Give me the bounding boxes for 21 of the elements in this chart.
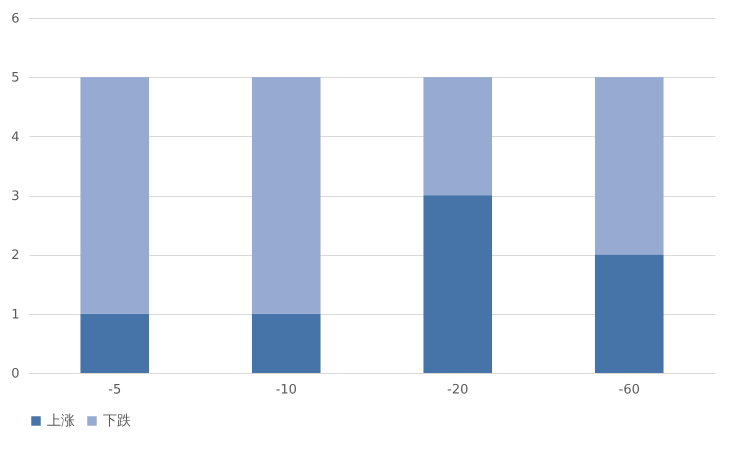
bar: [252, 77, 321, 314]
legend-label: 上涨: [47, 413, 75, 429]
legend-label: 下跌: [103, 413, 131, 429]
bar: [423, 196, 492, 373]
x-tick-label: -20: [447, 382, 468, 398]
x-tick-label: -5: [108, 382, 122, 398]
y-tick-label: 5: [11, 70, 20, 86]
y-tick-label: 1: [11, 307, 20, 322]
y-tick-label: 4: [11, 130, 20, 145]
bar: [80, 77, 150, 314]
bar: [594, 254, 664, 373]
y-tick-label: 6: [11, 12, 20, 26]
y-tick-label: 0: [11, 366, 20, 382]
x-tick-label: -10: [276, 382, 297, 398]
bar: [594, 77, 664, 255]
bar: [80, 314, 150, 373]
x-tick-label: -60: [618, 382, 640, 398]
y-tick-label: 3: [11, 189, 20, 204]
bar: [252, 314, 321, 373]
y-tick-label: 2: [11, 248, 20, 264]
bar: [423, 77, 492, 196]
